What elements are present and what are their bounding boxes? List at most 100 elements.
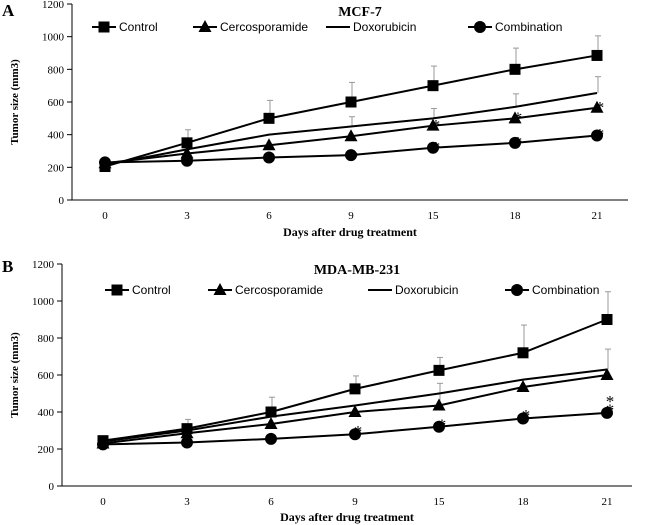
data-point: [517, 412, 529, 425]
data-point: [516, 380, 530, 393]
data-point: [180, 146, 194, 159]
significance-marker: *: [432, 116, 441, 135]
significance-marker: *: [354, 422, 363, 441]
y-tick-label: 200: [38, 444, 55, 456]
legend-marker: [474, 21, 486, 33]
legend-label: Doxorubicin: [353, 20, 416, 34]
y-axis-label: Tumor size (mm3): [9, 332, 21, 418]
data-point: [509, 136, 521, 149]
series-doxorubicin: [104, 76, 601, 166]
y-tick-label: 0: [59, 195, 65, 207]
data-point: [601, 314, 613, 325]
x-tick-label: 21: [602, 496, 613, 508]
legend-label: Combination: [495, 20, 562, 34]
significance-marker: *: [606, 401, 615, 420]
data-point: [508, 111, 522, 124]
y-tick-label: 1200: [42, 0, 65, 11]
data-point: [263, 151, 275, 164]
significance-marker: *: [514, 108, 523, 127]
series-line: [104, 92, 598, 166]
y-tick-label: 400: [38, 407, 55, 419]
x-tick-label: 3: [184, 210, 190, 222]
data-point: [348, 405, 362, 417]
data-point: [344, 129, 358, 142]
legend-label: Control: [119, 20, 158, 34]
y-tick-label: 600: [38, 370, 55, 382]
data-point: [433, 364, 445, 376]
legend-marker: [198, 20, 212, 32]
legend-label: Doxorubicin: [395, 283, 458, 297]
legend-marker: [511, 284, 523, 296]
significance-marker: *: [606, 392, 615, 411]
x-tick-label: 15: [434, 496, 446, 508]
legend-label: Cercosporamide: [235, 283, 323, 297]
x-tick-label: 0: [100, 496, 106, 508]
data-point: [591, 129, 603, 142]
legend-label: Cercosporamide: [220, 20, 308, 34]
series-combination: [97, 406, 613, 451]
data-point: [427, 80, 439, 92]
data-point: [590, 100, 604, 113]
data-point: [264, 417, 278, 430]
data-point: [263, 112, 275, 124]
significance-marker: *: [350, 148, 359, 167]
data-point: [265, 406, 277, 418]
y-tick-label: 1000: [42, 32, 65, 44]
y-tick-label: 800: [48, 64, 65, 76]
significance-marker: *: [432, 138, 441, 157]
data-point: [349, 428, 361, 441]
chart-title: MCF-7: [338, 5, 382, 20]
significance-marker: *: [596, 98, 605, 117]
x-tick-label: 9: [352, 496, 358, 508]
data-point: [349, 383, 361, 395]
series-combination: [99, 129, 603, 169]
data-point: [180, 426, 194, 439]
x-tick-label: 0: [102, 210, 108, 222]
panel-label: B: [2, 257, 13, 276]
y-tick-label: 1000: [32, 296, 55, 308]
x-tick-label: 9: [348, 210, 354, 222]
data-point: [433, 420, 445, 433]
panel-A: A 0 200 400 600 800 1000 1200 0 3 6 9 15 18 21 Days aft…: [2, 0, 628, 239]
significance-marker: *: [596, 125, 605, 144]
y-axis-label: Tumor size (mm3): [9, 59, 21, 145]
data-point: [517, 347, 529, 359]
x-tick-label: 18: [518, 496, 530, 508]
y-tick-label: 600: [48, 97, 65, 109]
x-tick-label: 21: [592, 210, 603, 222]
data-point: [181, 436, 193, 449]
legend-label: Control: [132, 283, 171, 297]
y-tick-label: 1200: [32, 259, 55, 271]
data-point: [262, 138, 276, 151]
legend: Control Cercosporamide Doxorubicin Combinat…: [105, 283, 599, 297]
series-control: [99, 35, 603, 173]
data-point: [345, 149, 357, 162]
series-line: [102, 368, 608, 443]
y-tick-label: 0: [49, 481, 55, 493]
data-point: [591, 49, 603, 61]
x-tick-label: 3: [184, 496, 190, 508]
x-axis-label: Days after drug treatment: [283, 225, 417, 239]
legend: Control Cercosporamide Doxorubicin Combinat…: [92, 20, 562, 34]
data-point: [99, 156, 111, 169]
x-tick-label: 6: [268, 496, 274, 508]
data-point: [426, 118, 440, 131]
legend-marker: [98, 21, 110, 33]
legend-marker: [111, 284, 123, 296]
data-point: [509, 63, 521, 75]
data-point: [181, 137, 193, 149]
data-point: [432, 398, 446, 411]
x-tick-label: 15: [428, 210, 440, 222]
y-tick-label: 400: [48, 130, 65, 142]
significance-marker: *: [438, 415, 447, 434]
data-point: [601, 406, 613, 419]
chart-title: MDA-MB-231: [314, 263, 400, 278]
data-point: [97, 438, 109, 451]
panel-label: A: [2, 1, 15, 20]
data-point: [181, 154, 193, 167]
x-tick-label: 6: [266, 210, 272, 222]
x-tick-label: 18: [510, 210, 522, 222]
series-cercosporamide: [96, 368, 614, 449]
data-point: [600, 368, 614, 380]
